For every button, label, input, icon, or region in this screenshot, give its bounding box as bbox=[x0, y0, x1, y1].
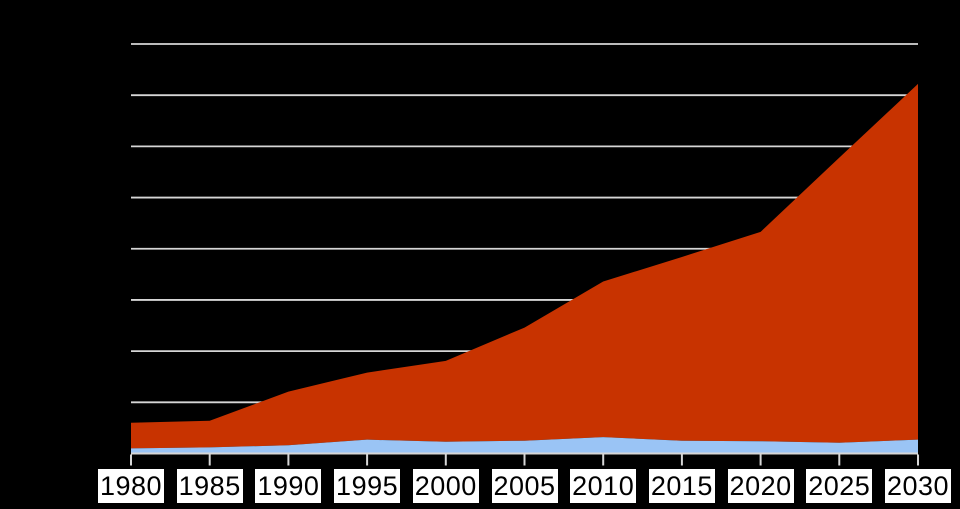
x-axis-label: 2010 bbox=[570, 469, 637, 503]
x-axis-label: 1985 bbox=[176, 469, 243, 503]
area-series-upper bbox=[131, 83, 918, 449]
x-axis-label: 2025 bbox=[806, 469, 873, 503]
x-axis-label: 1995 bbox=[334, 469, 401, 503]
x-axis-label: 1980 bbox=[98, 469, 164, 503]
area-series-lower bbox=[131, 437, 918, 454]
x-axis-label: 2000 bbox=[412, 469, 479, 503]
x-axis-label: 2005 bbox=[491, 469, 558, 503]
x-axis-label: 2020 bbox=[727, 469, 794, 503]
x-axis-label: 2015 bbox=[648, 469, 715, 503]
x-axis-label: 1990 bbox=[255, 469, 322, 503]
x-axis-label: 2030 bbox=[885, 469, 951, 503]
